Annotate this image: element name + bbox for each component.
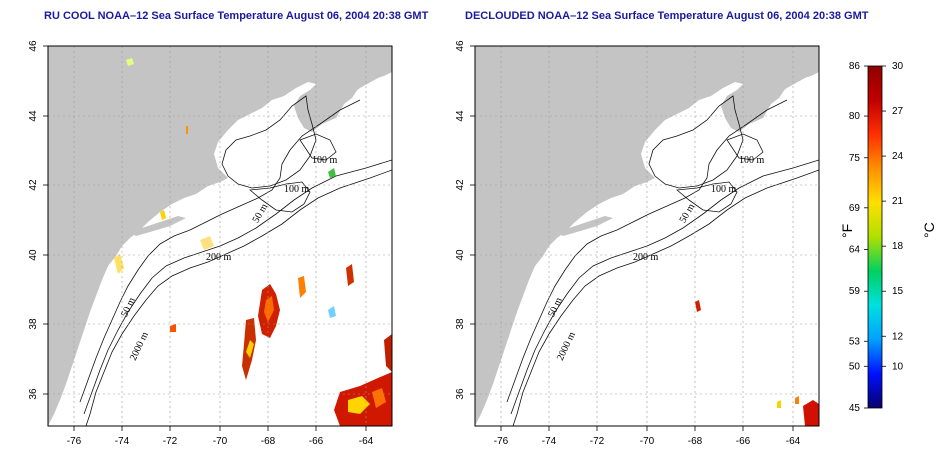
left-map-long-island — [130, 216, 186, 236]
left-map-panel: 100 m 100 m 50 m 200 m 50 m 2000 m -76 -7… — [28, 40, 393, 447]
colorbar-c-tick-label: 24 — [892, 151, 904, 162]
right-lon-tick-label: -66 — [736, 436, 751, 447]
colorbar-c-tick-label: 27 — [892, 106, 904, 117]
colorbar-c-tick-label: 18 — [892, 241, 904, 252]
colorbar-f-tick-label: 50 — [849, 361, 861, 372]
left-map-land — [48, 46, 392, 426]
right-contour-label-100m-b: 100 m — [711, 184, 737, 195]
colorbar-f-tick-label: 53 — [849, 336, 861, 347]
right-map-title: DECLOUDED NOAA–12 Sea Surface Temperatur… — [465, 10, 869, 22]
left-lon-tick-label: -64 — [359, 436, 374, 447]
right-map-panel: 100 m 100 m 50 m 200 m 50 m 2000 m -76 -7… — [455, 40, 820, 447]
right-lon-tick-label: -76 — [494, 436, 509, 447]
colorbar-f-tick-label: 45 — [849, 403, 861, 414]
right-map-nova-scotia — [745, 62, 819, 112]
colorbar-c-tick-label: 15 — [892, 286, 904, 297]
right-lon-tick-label: -70 — [640, 436, 655, 447]
celsius-unit-label: °C — [921, 222, 937, 238]
colorbar-c-tick-label: 21 — [892, 196, 904, 207]
right-map-bathymetry-contours — [506, 95, 819, 426]
right-map-ticks: -76 -74 -72 -70 -68 -66 -64 46 44 42 40 38 36 — [455, 40, 801, 447]
left-lat-tick-label: 36 — [28, 388, 39, 400]
left-contour-label-100m-b: 100 m — [284, 184, 310, 195]
right-lat-tick-label: 42 — [455, 179, 466, 191]
right-lon-tick-label: -68 — [688, 436, 703, 447]
right-lat-tick-label: 36 — [455, 388, 466, 400]
colorbar-c-tick-label: 12 — [892, 331, 904, 342]
left-lon-tick-label: -74 — [115, 436, 130, 447]
left-contour-label-100m-a: 100 m — [312, 155, 338, 166]
colorbar-c-tick-label: 30 — [892, 61, 904, 72]
right-map-land — [475, 46, 819, 426]
right-lat-tick-label: 46 — [455, 40, 466, 52]
fahrenheit-unit-label: °F — [839, 224, 855, 238]
left-map-grid — [48, 46, 392, 426]
right-lat-tick-label: 40 — [455, 249, 466, 261]
colorbar-f-tick-label: 75 — [849, 153, 861, 164]
temperature-colorbar: 86 80 75 69 64 59 53 50 45 30 27 24 21 18 15 12 10 °F °… — [839, 61, 937, 414]
colorbar-f-tick-label: 80 — [849, 111, 861, 122]
colorbar-f-tick-label: 59 — [849, 286, 861, 297]
left-lon-tick-label: -70 — [213, 436, 228, 447]
right-lat-tick-label: 44 — [455, 110, 466, 122]
left-map-nova-scotia — [318, 62, 392, 112]
colorbar-c-tick-label: 10 — [892, 361, 904, 372]
right-lon-tick-label: -74 — [542, 436, 557, 447]
left-map-title: RU COOL NOAA–12 Sea Surface Temperature … — [44, 10, 429, 22]
left-lat-tick-label: 44 — [28, 110, 39, 122]
right-map-long-island — [557, 216, 613, 236]
left-contour-label-200m: 200 m — [206, 252, 232, 263]
colorbar-f-tick-label: 86 — [849, 61, 861, 72]
left-map-sst-patches — [114, 58, 392, 426]
left-lat-tick-label: 38 — [28, 318, 39, 330]
colorbar-f-tick-label: 69 — [849, 203, 861, 214]
left-lon-tick-label: -76 — [67, 436, 82, 447]
right-lon-tick-label: -64 — [786, 436, 801, 447]
left-lat-tick-label: 42 — [28, 179, 39, 191]
colorbar-fahrenheit-ticks: 86 80 75 69 64 59 53 50 45 — [849, 61, 868, 414]
right-contour-label-100m-a: 100 m — [739, 155, 765, 166]
right-map-grid — [475, 46, 819, 426]
left-lon-tick-label: -68 — [261, 436, 276, 447]
colorbar-celsius-ticks: 30 27 24 21 18 15 12 10 — [882, 61, 904, 372]
left-lat-tick-label: 46 — [28, 40, 39, 52]
right-map-sst-patches — [695, 300, 819, 426]
colorbar-scale — [867, 65, 883, 409]
colorbar-f-tick-label: 64 — [849, 245, 861, 256]
left-map-ticks: -76 -74 -72 -70 -68 -66 -64 46 44 42 40 38 36 — [28, 40, 374, 447]
right-lon-tick-label: -72 — [590, 436, 605, 447]
right-lat-tick-label: 38 — [455, 318, 466, 330]
left-lon-tick-label: -72 — [163, 436, 178, 447]
left-lon-tick-label: -66 — [309, 436, 324, 447]
right-contour-label-200m: 200 m — [633, 252, 659, 263]
left-lat-tick-label: 40 — [28, 249, 39, 261]
